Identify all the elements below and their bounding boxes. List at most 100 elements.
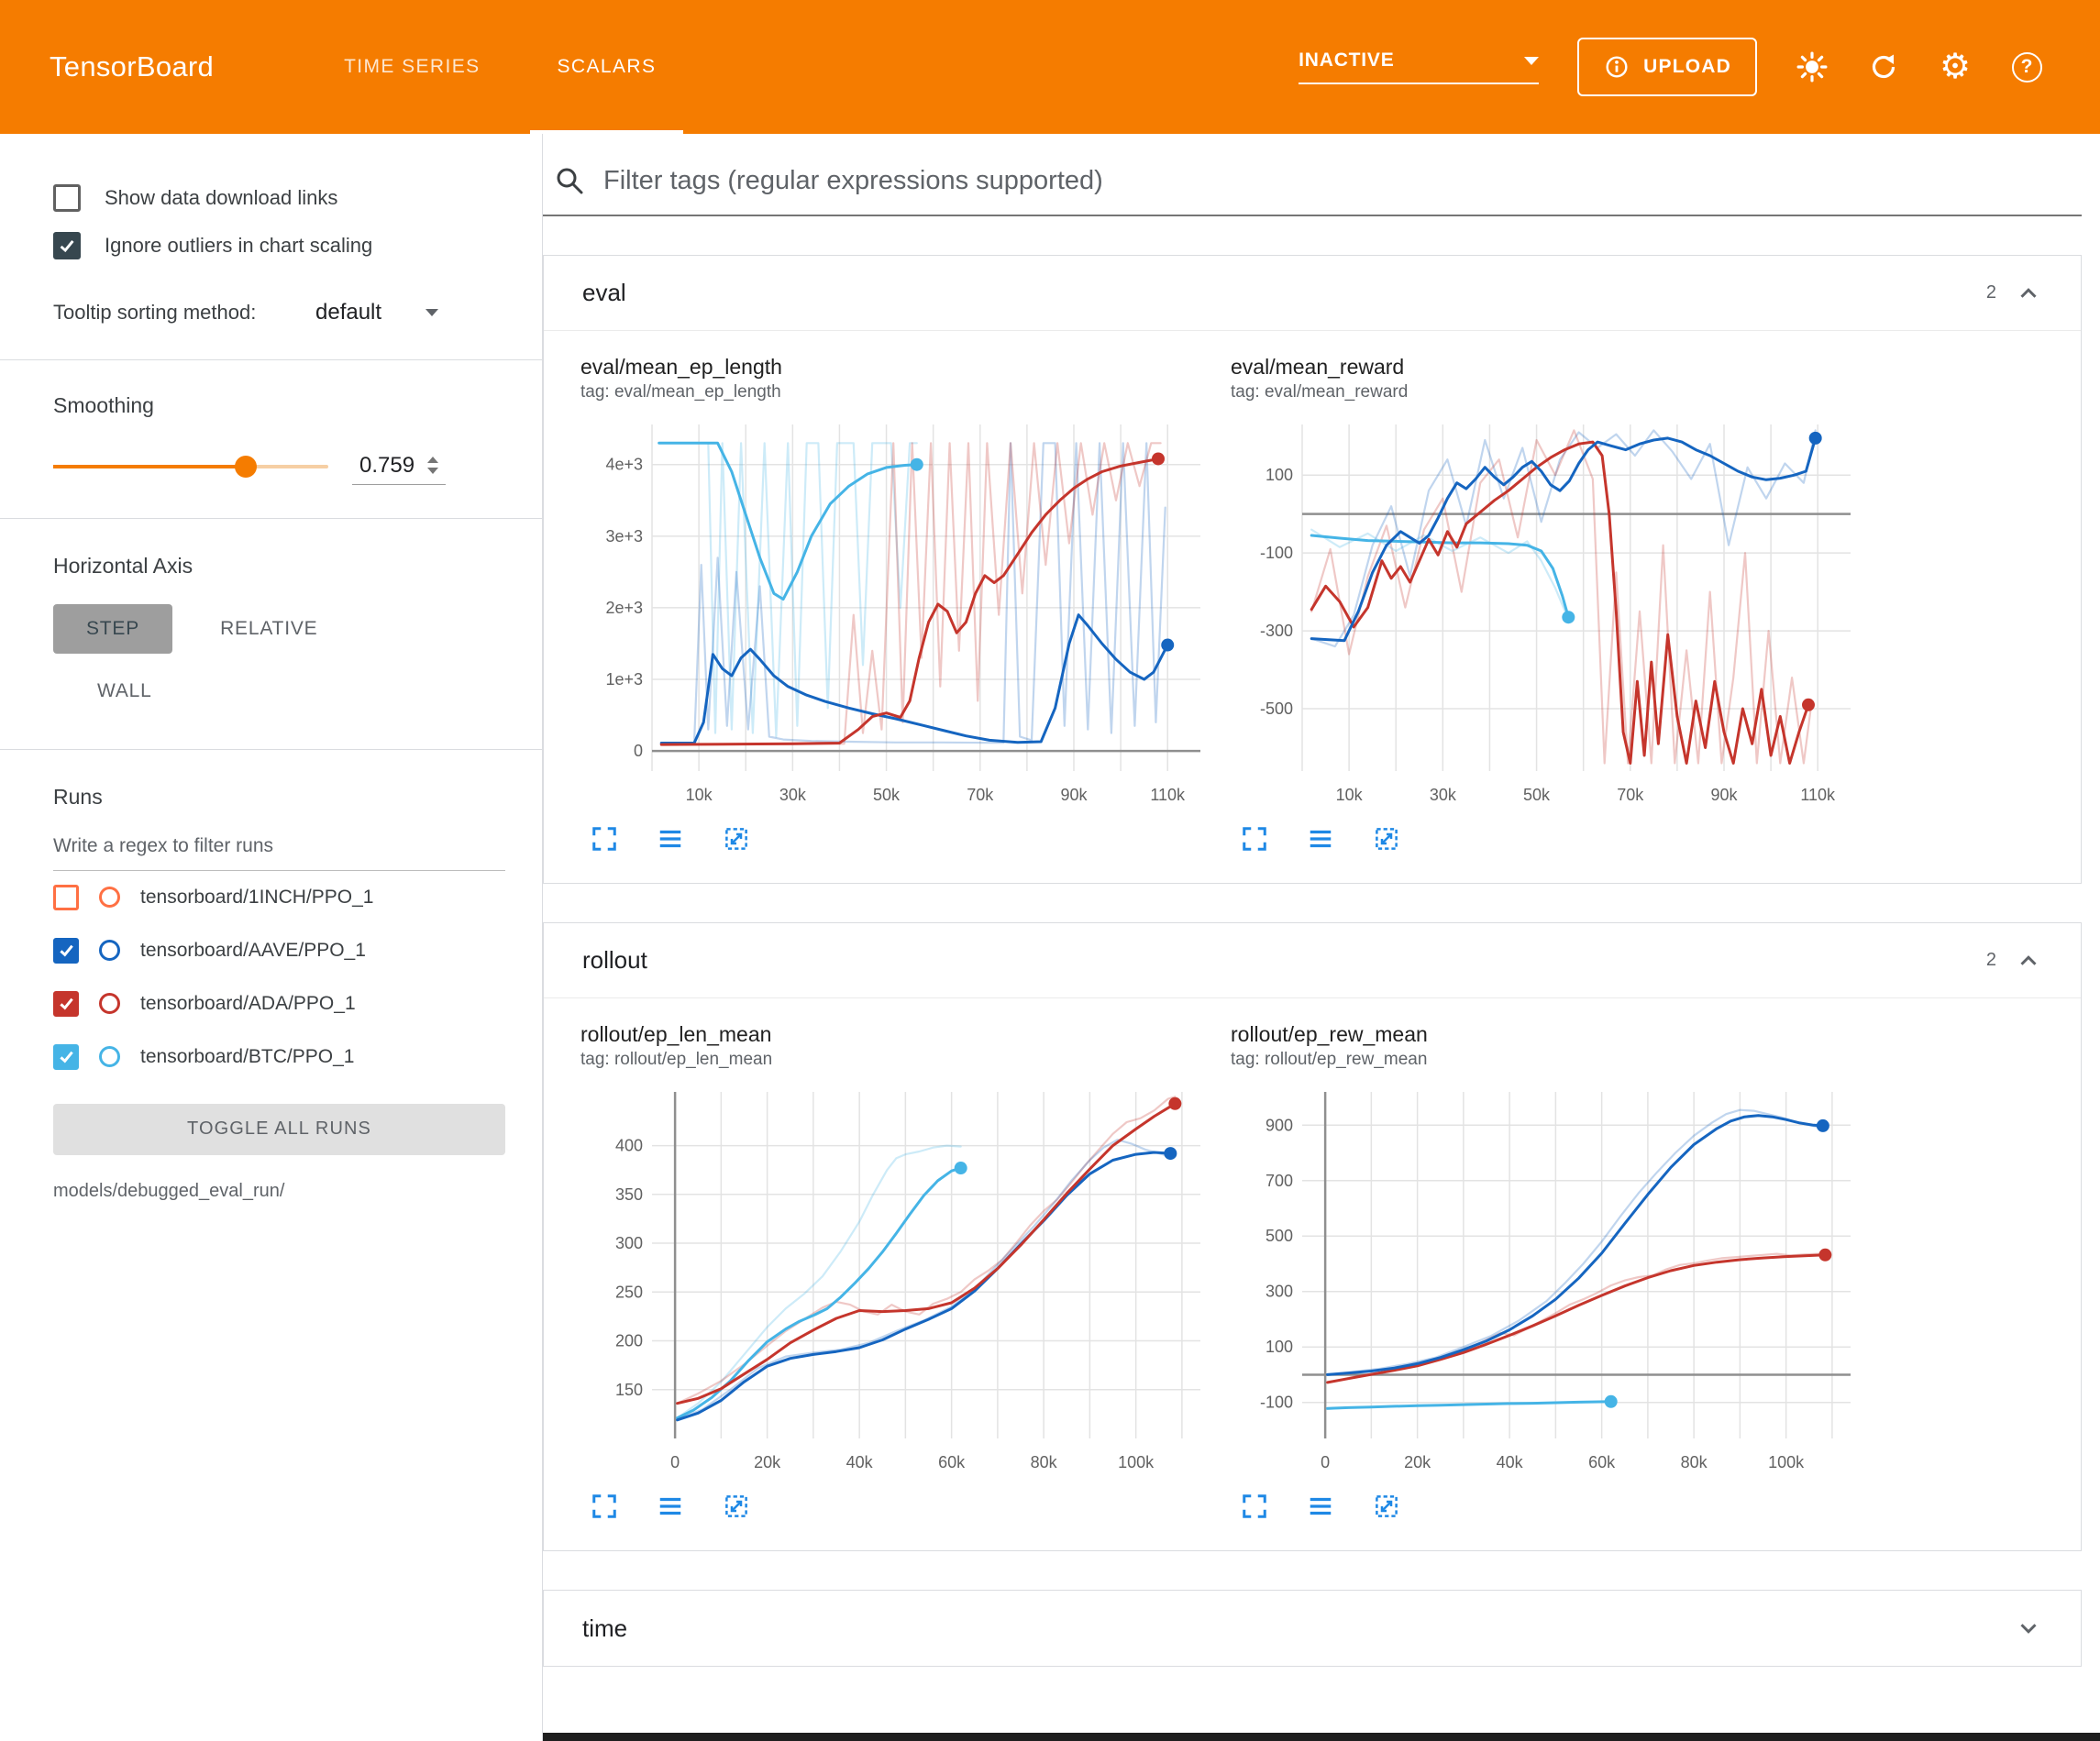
show-download-links-row[interactable]: Show data download links	[53, 174, 505, 222]
tag-filter-row	[543, 158, 2082, 216]
svg-text:40k: 40k	[846, 1453, 874, 1471]
tab-scalars[interactable]: SCALARS	[519, 0, 695, 134]
refresh-button[interactable]	[1867, 50, 1900, 83]
chevron-down-icon[interactable]	[2015, 1614, 2042, 1642]
svg-text:100: 100	[1266, 1338, 1293, 1356]
expand-chart-button[interactable]	[590, 1492, 619, 1521]
data-table-button[interactable]	[1306, 1492, 1335, 1521]
chart-plot-rollout-ep-len-mean[interactable]: 0 20k 40k 60k 80k 100k 150 200 250 300 350 400	[580, 1079, 1213, 1481]
runs-list: tensorboard/1INCH/PPO_1 tensorboard/AAVE/…	[53, 871, 505, 1084]
section-eval-header[interactable]: eval 2	[544, 256, 2081, 331]
help-button[interactable]: ?	[2010, 50, 2043, 83]
run-row[interactable]: tensorboard/1INCH/PPO_1	[53, 871, 505, 924]
chart-plot-eval-mean-reward[interactable]: 10k 30k 50k 70k 90k 110k 100 -100 -300 -500	[1231, 412, 1863, 813]
chevron-up-icon[interactable]	[2015, 947, 2042, 975]
ignore-outliers-row[interactable]: Ignore outliers in chart scaling	[53, 222, 505, 270]
fit-domain-button[interactable]	[722, 824, 751, 854]
bottom-edge	[543, 1733, 2100, 1741]
section-time-header[interactable]: time	[544, 1591, 2081, 1666]
svg-text:30k: 30k	[1430, 786, 1457, 804]
tooltip-sorting-select[interactable]: default	[315, 299, 439, 325]
data-table-button[interactable]	[1306, 824, 1335, 854]
svg-text:300: 300	[1266, 1283, 1293, 1301]
fullscreen-icon	[1243, 1494, 1266, 1518]
section-count: 2	[1985, 950, 1996, 970]
expand-chart-button[interactable]	[1240, 1492, 1269, 1521]
fit-to-data-icon	[1376, 828, 1398, 850]
show-download-links-checkbox[interactable]	[53, 184, 81, 212]
run-color-indicator[interactable]	[99, 993, 120, 1015]
run-color-indicator[interactable]	[99, 887, 120, 909]
chart-card: rollout/ep_rew_mean tag: rollout/ep_rew_…	[1231, 1022, 1881, 1530]
svg-text:350: 350	[615, 1185, 643, 1204]
svg-text:90k: 90k	[1060, 786, 1088, 804]
chart-card: eval/mean_reward tag: eval/mean_reward 1…	[1231, 355, 1881, 863]
rows-icon	[659, 1497, 681, 1515]
section-rollout-header[interactable]: rollout 2	[544, 923, 2081, 998]
chevron-up-icon[interactable]	[2015, 280, 2042, 307]
svg-text:200: 200	[615, 1332, 643, 1350]
fit-domain-button[interactable]	[1372, 1492, 1401, 1521]
fit-domain-button[interactable]	[722, 1492, 751, 1521]
ignore-outliers-checkbox[interactable]	[53, 232, 81, 259]
expand-chart-button[interactable]	[590, 824, 619, 854]
svg-text:60k: 60k	[1588, 1453, 1616, 1471]
run-color-indicator[interactable]	[99, 940, 120, 962]
expand-chart-button[interactable]	[1240, 824, 1269, 854]
chart-plot-eval-mean-ep-length[interactable]: 10k 30k 50k 70k 90k 110k 0 1e+3 2e+3 3e+3 4e+3	[580, 412, 1213, 813]
status-dropdown[interactable]: INACTIVE	[1299, 50, 1540, 84]
data-table-button[interactable]	[656, 1492, 685, 1521]
upload-button[interactable]: UPLOAD	[1577, 38, 1757, 96]
run-row[interactable]: tensorboard/BTC/PPO_1	[53, 1030, 505, 1084]
tag-filter-input[interactable]	[603, 165, 2078, 196]
svg-text:80k: 80k	[1031, 1453, 1058, 1471]
run-checkbox[interactable]	[53, 884, 79, 910]
svg-text:110k: 110k	[1800, 786, 1836, 804]
svg-text:10k: 10k	[1336, 786, 1364, 804]
rows-icon	[1310, 830, 1332, 848]
fit-to-data-icon	[725, 828, 747, 850]
run-row[interactable]: tensorboard/ADA/PPO_1	[53, 977, 505, 1030]
svg-text:-500: -500	[1260, 700, 1293, 718]
axis-step-button[interactable]: STEP	[53, 603, 173, 654]
runs-filter-input[interactable]	[53, 825, 505, 871]
run-checkbox[interactable]	[53, 990, 79, 1017]
run-checkbox[interactable]	[53, 1043, 79, 1070]
fullscreen-icon	[592, 827, 616, 851]
stepper-up-icon[interactable]	[427, 457, 439, 464]
slider-thumb[interactable]	[235, 456, 257, 479]
search-icon	[557, 168, 583, 194]
chart-plot-rollout-ep-rew-mean[interactable]: 0 20k 40k 60k 80k 100k -100 100 300 500 700 900	[1231, 1079, 1863, 1481]
models-path: models/debugged_eval_run/	[53, 1180, 285, 1201]
axis-wall-button[interactable]: WALL	[97, 679, 152, 701]
run-row[interactable]: tensorboard/AAVE/PPO_1	[53, 924, 505, 977]
chart-card: rollout/ep_len_mean tag: rollout/ep_len_…	[580, 1022, 1231, 1530]
chart-title: eval/mean_reward	[1231, 355, 1405, 379]
axis-relative-button[interactable]: RELATIVE	[220, 617, 318, 639]
run-checkbox[interactable]	[53, 937, 79, 964]
chart-tag: tag: eval/mean_ep_length	[580, 382, 781, 402]
fit-domain-button[interactable]	[1372, 824, 1401, 854]
smoothing-value-input[interactable]: 0.759	[352, 449, 447, 485]
stepper-down-icon[interactable]	[427, 468, 439, 475]
data-table-button[interactable]	[656, 824, 685, 854]
section-title: rollout	[582, 946, 647, 974]
smoothing-slider[interactable]	[53, 456, 328, 479]
stepper-arrows[interactable]	[427, 457, 439, 475]
run-color-indicator[interactable]	[99, 1046, 120, 1068]
svg-text:90k: 90k	[1710, 786, 1738, 804]
refresh-icon	[1872, 54, 1896, 79]
tab-time-series[interactable]: TIME SERIES	[344, 56, 481, 77]
fullscreen-icon	[1243, 827, 1266, 851]
section-rollout: rollout 2 rollout/ep_len_mean tag: rollo…	[543, 922, 2082, 1551]
status-dropdown-value: INACTIVE	[1299, 50, 1395, 71]
rows-icon	[1310, 1497, 1332, 1515]
fit-to-data-icon	[725, 1495, 747, 1517]
smoothing-value: 0.759	[359, 452, 415, 478]
toggle-all-runs-button[interactable]: TOGGLE ALL RUNS	[53, 1103, 505, 1155]
ignore-outliers-label: Ignore outliers in chart scaling	[105, 234, 373, 257]
settings-button[interactable]: ⚙	[1939, 50, 1972, 84]
brightness-toggle-button[interactable]	[1796, 50, 1829, 83]
svg-text:3e+3: 3e+3	[605, 527, 643, 545]
tooltip-sorting-value: default	[315, 299, 382, 325]
